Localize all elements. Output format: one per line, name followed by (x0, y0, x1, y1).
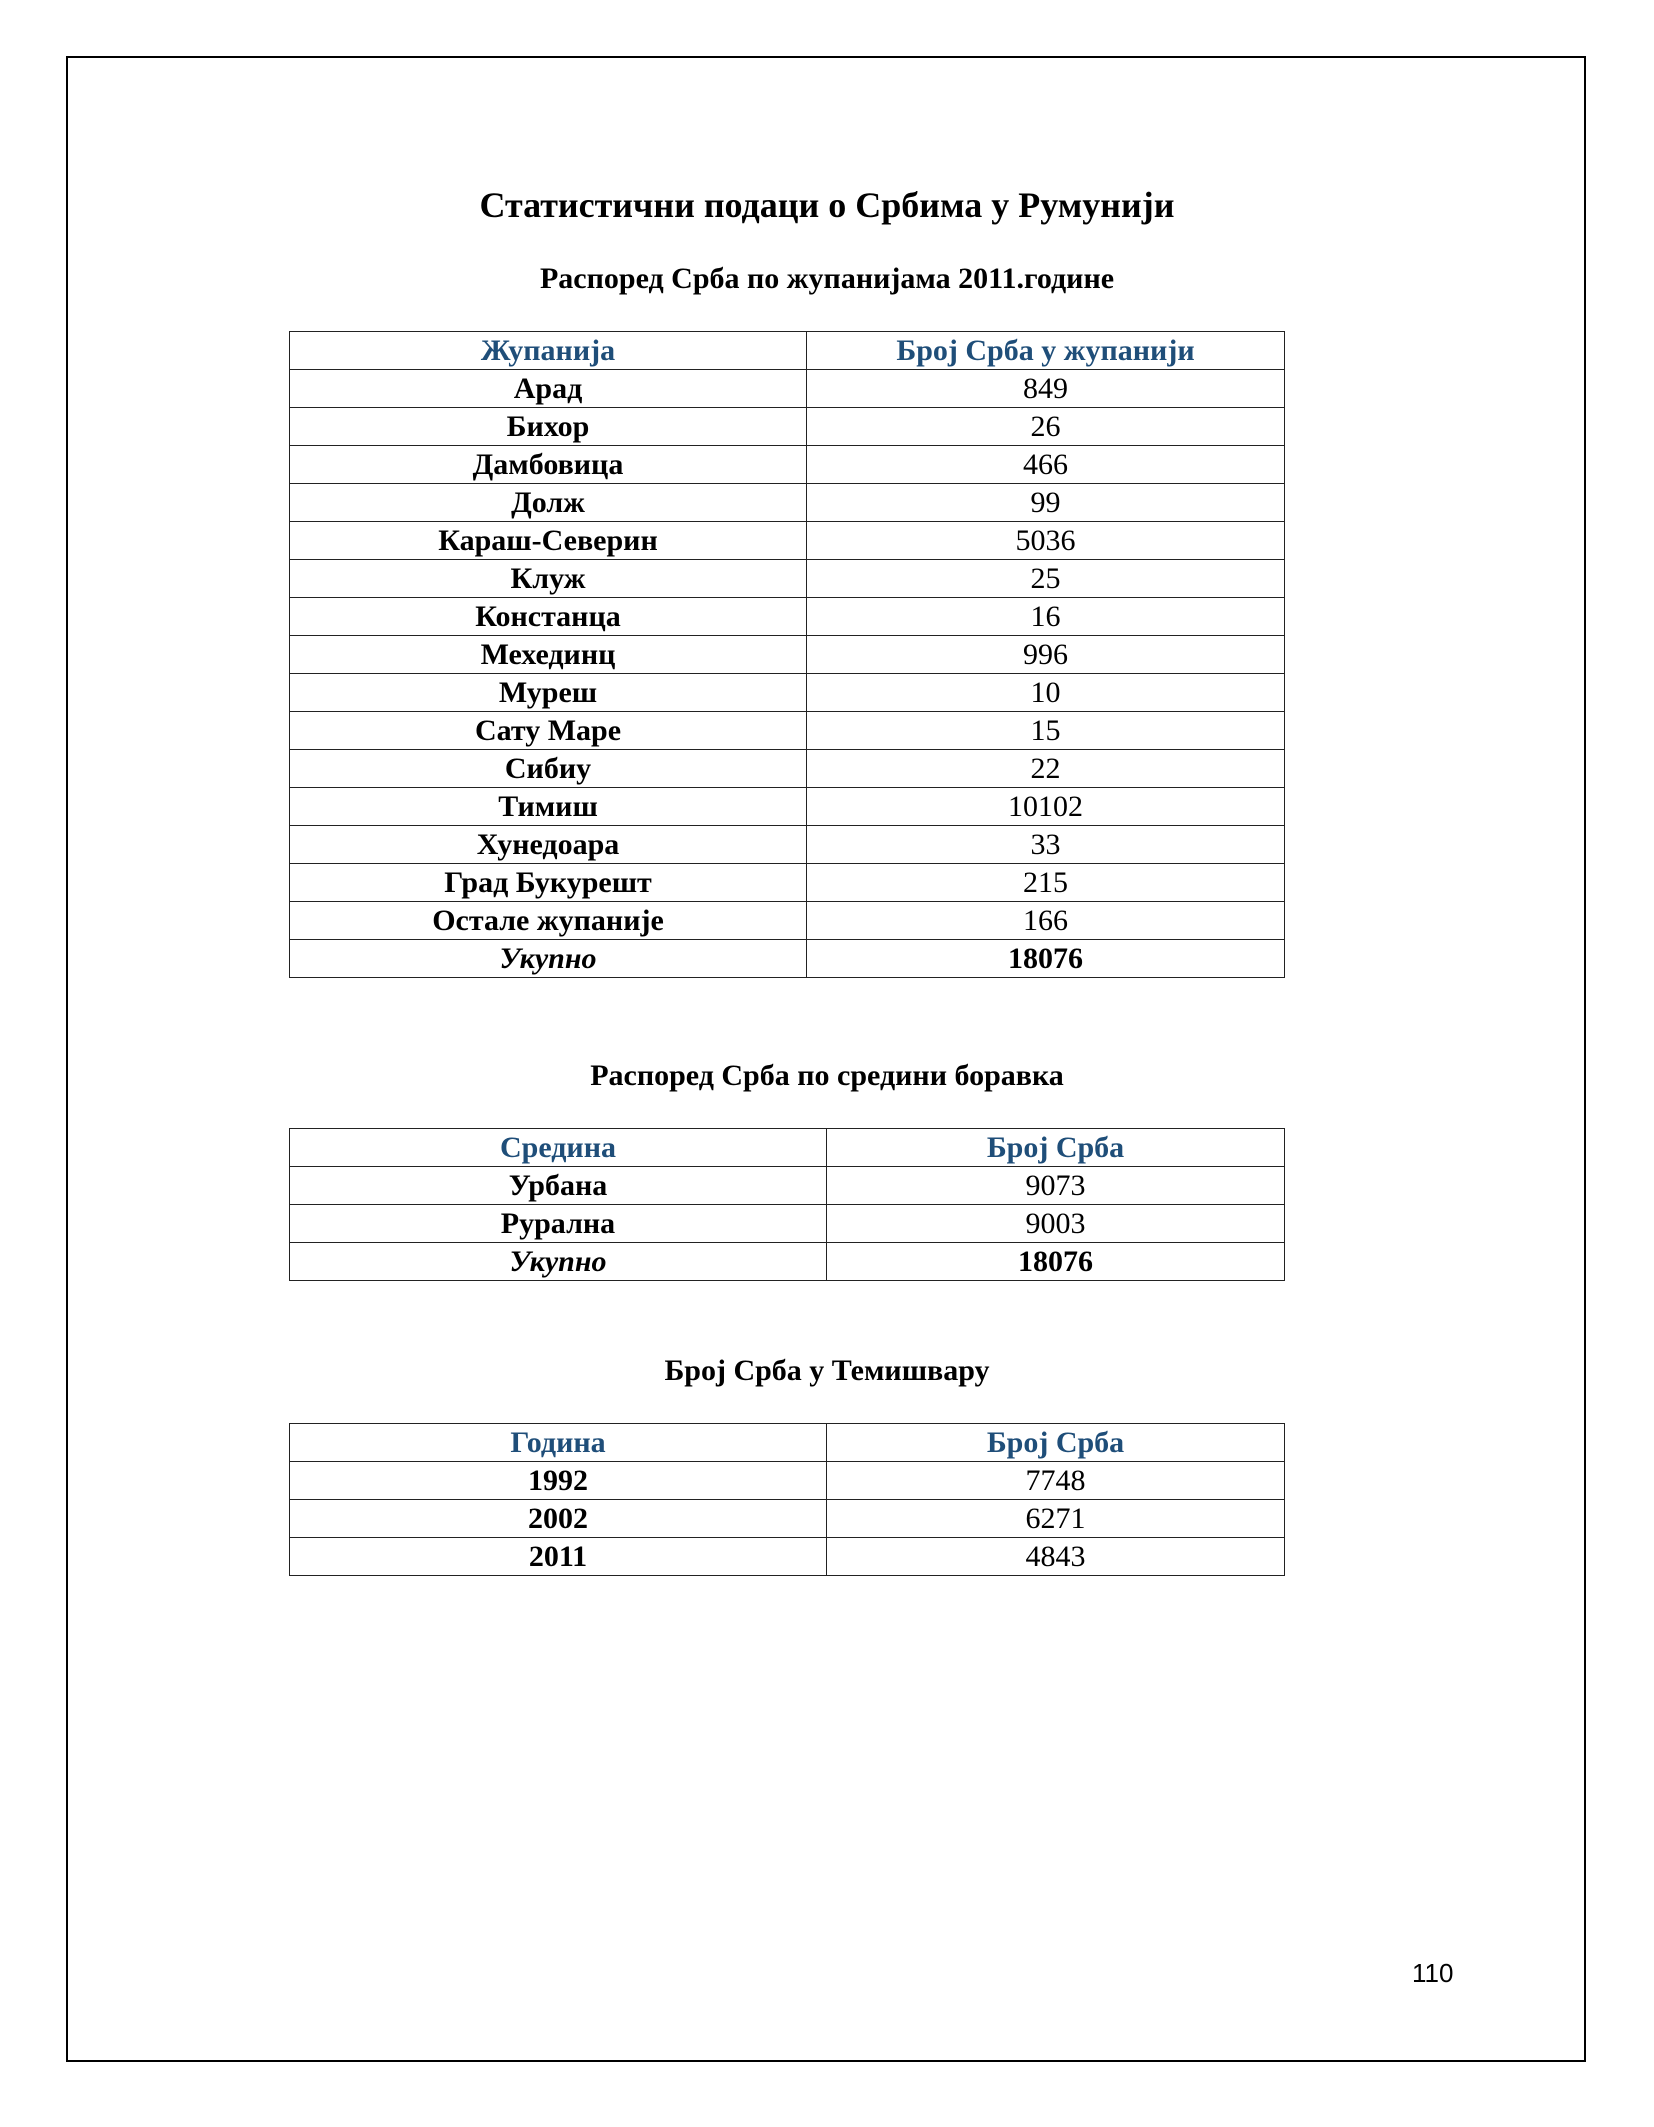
table-cell: Караш-Северин (289, 521, 807, 560)
table-cell: Укупно (289, 1242, 827, 1281)
column-header: Средина (289, 1128, 827, 1167)
table-cell: 2011 (289, 1537, 827, 1576)
table-header-row: Жупанија Број Срба у жупанији (289, 331, 1285, 370)
table-cell: 996 (806, 635, 1285, 674)
table-row: Рурална 9003 (289, 1204, 1285, 1243)
table-cell: 215 (806, 863, 1285, 902)
table-cell: Мехединц (289, 635, 807, 674)
table-row: Град Букурешт 215 (289, 863, 1285, 902)
table-row: Укупно 18076 (289, 1242, 1285, 1281)
table-cell: 15 (806, 711, 1285, 750)
table-cell: Сату Маре (289, 711, 807, 750)
page-border (66, 56, 1586, 2062)
residence-table: Средина Број Срба Урбана 9073 Рурална 9003 Уку… (289, 1128, 1285, 1281)
table-cell: Тимиш (289, 787, 807, 826)
table-cell: 9073 (826, 1166, 1285, 1205)
table-cell: Хунедоара (289, 825, 807, 864)
table-row: Долж 99 (289, 483, 1285, 522)
table2-caption: Распоред Срба по средини боравка (590, 1059, 1064, 1092)
table-cell: Долж (289, 483, 807, 522)
table-cell: 9003 (826, 1204, 1285, 1243)
table-row: Бихор 26 (289, 407, 1285, 446)
table-row: Клуж 25 (289, 559, 1285, 598)
table-cell: 466 (806, 445, 1285, 484)
table-cell: Урбана (289, 1166, 827, 1205)
table3-caption: Број Срба у Темишвару (664, 1354, 990, 1387)
table-cell: Рурална (289, 1204, 827, 1243)
table-cell: 1992 (289, 1461, 827, 1500)
table-cell: 10102 (806, 787, 1285, 826)
table-cell: 5036 (806, 521, 1285, 560)
column-header: Број Срба (826, 1128, 1285, 1167)
table-row: Муреш 10 (289, 673, 1285, 712)
table-row: Караш-Северин 5036 (289, 521, 1285, 560)
table-row: Констанца 16 (289, 597, 1285, 636)
table-header-row: Средина Број Срба (289, 1128, 1285, 1167)
table-row: Хунедоара 33 (289, 825, 1285, 864)
table-row: Тимиш 10102 (289, 787, 1285, 826)
table-cell: 99 (806, 483, 1285, 522)
table-cell: Констанца (289, 597, 807, 636)
table-row: Укупно 18076 (289, 939, 1285, 978)
table-cell: 22 (806, 749, 1285, 788)
table-cell: Клуж (289, 559, 807, 598)
table-cell: 849 (806, 369, 1285, 408)
table-cell: 25 (806, 559, 1285, 598)
table-row: 1992 7748 (289, 1461, 1285, 1500)
table-row: Арад 849 (289, 369, 1285, 408)
table-cell: 6271 (826, 1499, 1285, 1538)
table-cell: Укупно (289, 939, 807, 978)
table-cell: 7748 (826, 1461, 1285, 1500)
table-row: Урбана 9073 (289, 1166, 1285, 1205)
table-cell: Арад (289, 369, 807, 408)
table-cell: 166 (806, 901, 1285, 940)
table-cell: 4843 (826, 1537, 1285, 1576)
table-row: Мехединц 996 (289, 635, 1285, 674)
page-number: 110 (1412, 1958, 1454, 1988)
column-header: Број Срба у жупанији (806, 331, 1285, 370)
table-cell: 18076 (806, 939, 1285, 978)
column-header: Жупанија (289, 331, 807, 370)
table-row: Сату Маре 15 (289, 711, 1285, 750)
table-row: 2002 6271 (289, 1499, 1285, 1538)
table-cell: 16 (806, 597, 1285, 636)
table-cell: Бихор (289, 407, 807, 446)
table-row: Остале жупаније 166 (289, 901, 1285, 940)
table-cell: 2002 (289, 1499, 827, 1538)
table-row: 2011 4843 (289, 1537, 1285, 1576)
column-header: Година (289, 1423, 827, 1462)
table-row: Дамбовица 466 (289, 445, 1285, 484)
table1-caption: Распоред Срба по жупанијама 2011.године (539, 262, 1115, 295)
county-table: Жупанија Број Срба у жупанији Арад 849 Бихор… (289, 331, 1285, 978)
column-header: Број Срба (826, 1423, 1285, 1462)
table-cell: 26 (806, 407, 1285, 446)
table-cell: 33 (806, 825, 1285, 864)
table-header-row: Година Број Срба (289, 1423, 1285, 1462)
table-cell: Дамбовица (289, 445, 807, 484)
table-cell: Сибиу (289, 749, 807, 788)
table-cell: Град Букурешт (289, 863, 807, 902)
table-cell: Муреш (289, 673, 807, 712)
table-row: Сибиу 22 (289, 749, 1285, 788)
table-cell: 18076 (826, 1242, 1285, 1281)
page-title: Статистични подаци о Србима у Румунији (479, 185, 1175, 225)
timisoara-table: Година Број Срба 1992 7748 2002 6271 2011 4843 (289, 1423, 1285, 1576)
table-cell: 10 (806, 673, 1285, 712)
table-cell: Остале жупаније (289, 901, 807, 940)
